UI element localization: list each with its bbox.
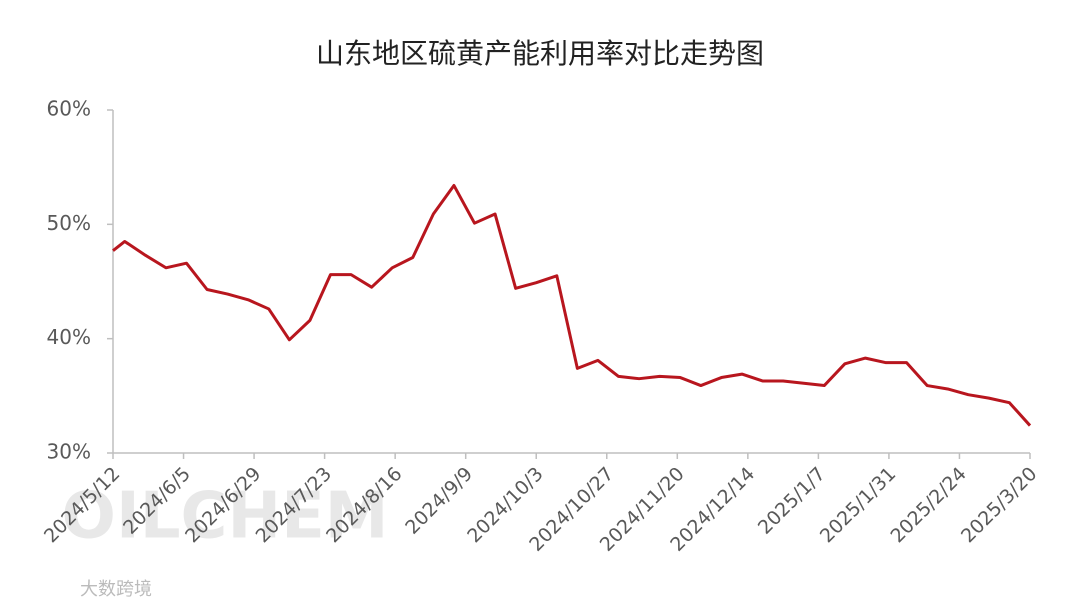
chart-title: 山东地区硫黄产能利用率对比走势图 [316,37,764,70]
watermark: OILCHEM [62,480,389,554]
x-tick-label: 2025/3/20 [957,463,1041,547]
data-line [112,183,1032,427]
x-tick-label: 2025/1/7 [754,463,830,539]
y-tick-label: 50% [47,211,91,235]
y-tick-label: 60% [47,97,91,121]
y-tick-label: 30% [47,440,91,464]
x-tick-label: 2025/1/31 [816,463,900,547]
y-tick-label: 40% [47,325,91,349]
x-tick-label: 2024/9/9 [401,463,477,539]
source: 大数跨境 [80,579,152,600]
x-tick-label: 2025/2/24 [886,463,970,547]
